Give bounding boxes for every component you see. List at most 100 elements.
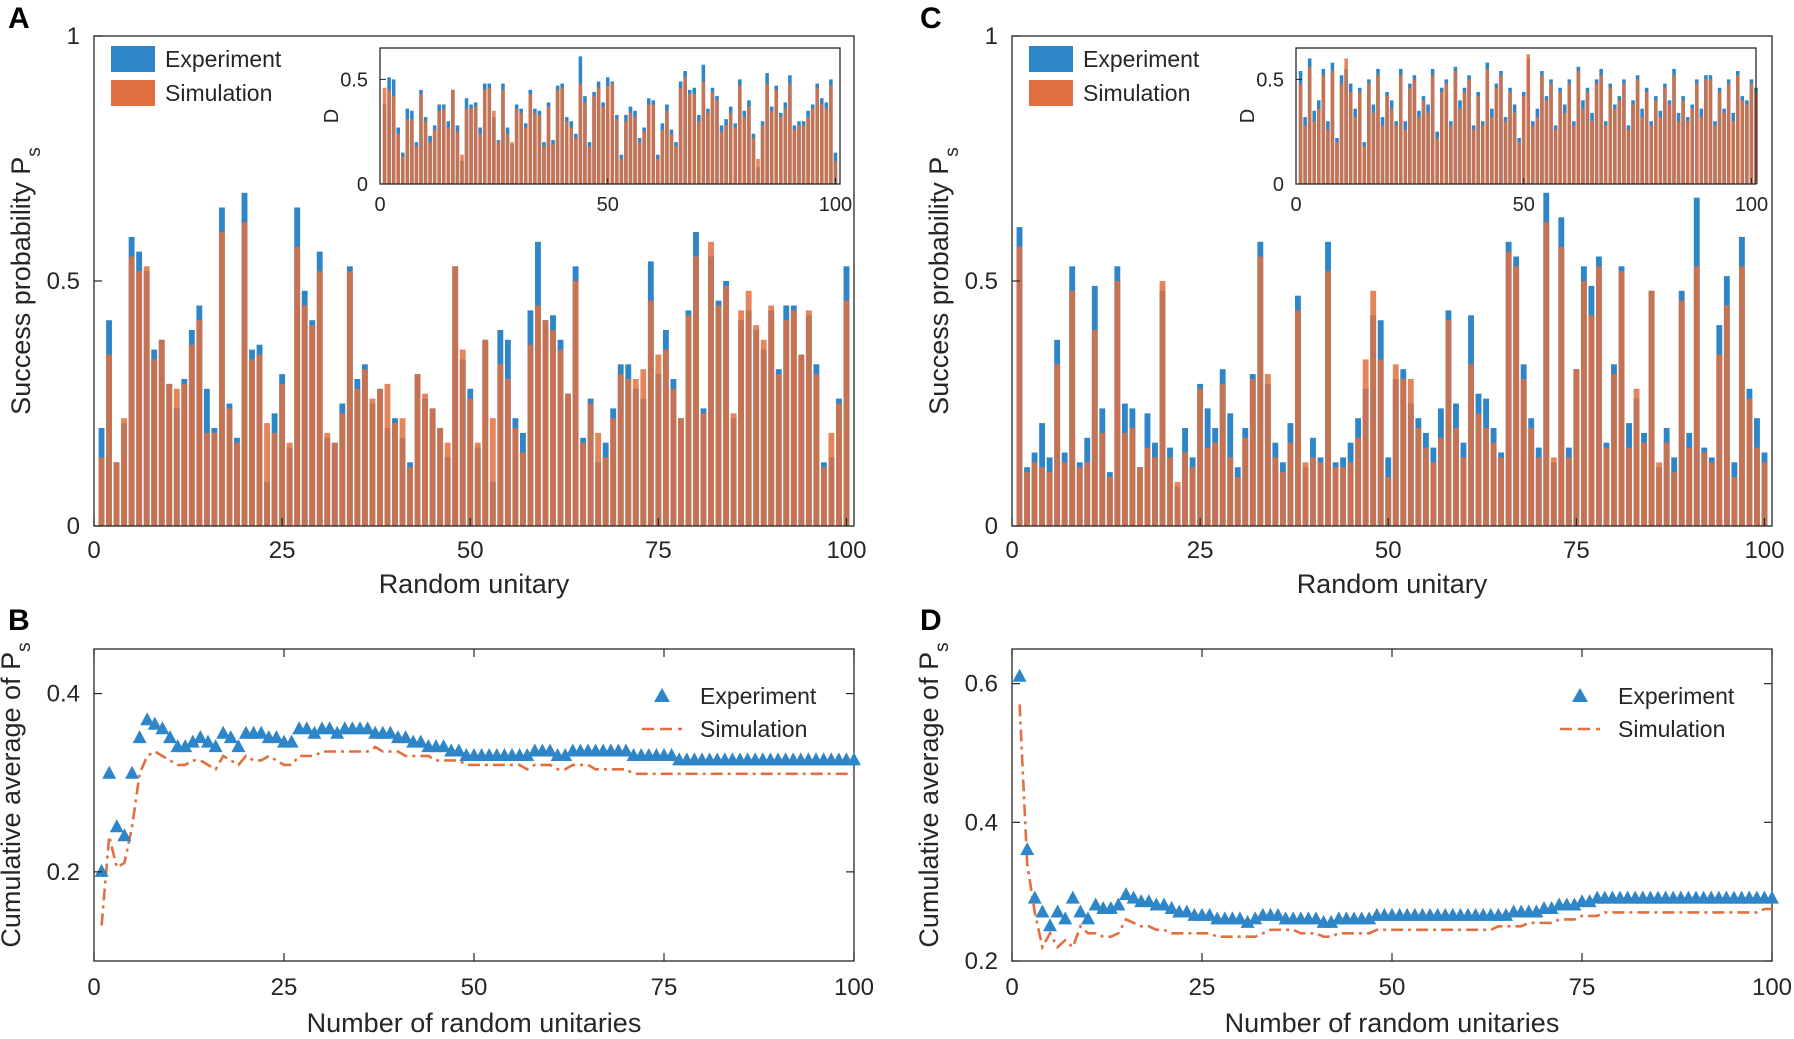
y-tick-label: 0.4: [965, 809, 998, 836]
bar-simulation-50: [467, 398, 474, 526]
inset-bar-simulation-34: [1449, 125, 1453, 184]
inset-bar-simulation-15: [1362, 146, 1367, 184]
bar-simulation-61: [550, 330, 556, 526]
inset-bar-simulation-54: [624, 121, 628, 184]
bar-simulation-66: [587, 403, 594, 526]
inset-bar-simulation-13: [1353, 117, 1357, 184]
bar-simulation-85: [730, 413, 737, 526]
bar-simulation-87: [1663, 442, 1670, 526]
x-tick-label: 25: [1189, 974, 1216, 1001]
legend-marker-experiment: [654, 688, 670, 702]
inset-bar-simulation-56: [1549, 83, 1553, 184]
inset-bar-simulation-86: [1685, 121, 1690, 184]
inset-bar-simulation-62: [1576, 71, 1581, 184]
x-tick-label: 50: [1375, 537, 1402, 564]
bar-simulation-91: [1693, 266, 1700, 526]
inset-bar-simulation-24: [487, 87, 492, 184]
experiment-marker-8: [1065, 890, 1080, 904]
bar-simulation-47: [1362, 359, 1369, 526]
experiment-marker-100: [1765, 890, 1779, 904]
panel-a: A 0 25 50 75 100 0 0.5 1 Random unitary Success pr…: [6, 2, 866, 599]
experiment-marker-13: [185, 734, 200, 748]
bar-simulation-12: [1099, 432, 1106, 526]
bar-simulation-23: [264, 423, 270, 526]
experiment-marker-32: [1248, 911, 1263, 925]
inset-bar-simulation-100: [1749, 83, 1754, 184]
bar-simulation-67: [595, 432, 602, 526]
experiment-marker-7: [140, 712, 155, 726]
inset-bar-simulation-56: [633, 117, 637, 184]
inset-bar-simulation-55: [628, 112, 633, 184]
experiment-marker-69: [1529, 904, 1544, 918]
legend-swatch-simulation: [111, 80, 155, 106]
bar-simulation-90: [768, 305, 775, 526]
inset-x-tick-label: 0: [1290, 194, 1301, 216]
panel-label: A: [8, 2, 30, 35]
inset-bar-simulation-7: [410, 119, 414, 184]
inset-bar-simulation-19: [1380, 125, 1385, 184]
experiment-marker-41: [398, 730, 413, 744]
inset-bar-simulation-23: [1398, 75, 1403, 184]
experiment-marker-3: [1027, 890, 1042, 904]
bar-simulation-17: [218, 232, 225, 526]
inset-bar-simulation-97: [820, 104, 824, 184]
inset-bar-simulation-13: [437, 110, 441, 184]
experiment-marker-4: [1035, 904, 1050, 918]
bar-simulation-91: [775, 374, 782, 526]
bar-simulation-78: [678, 418, 684, 526]
inset-bar-simulation-46: [1503, 121, 1508, 184]
experiment-marker-1: [1012, 668, 1027, 682]
bar-simulation-73: [640, 369, 647, 526]
inset-bar-simulation-62: [660, 129, 665, 184]
bar-simulation-24: [1189, 467, 1196, 526]
legend-label-simulation: Simulation: [700, 716, 807, 742]
y-axis-label-subscript: s: [24, 147, 45, 157]
bar-simulation-35: [1272, 457, 1279, 526]
inset-bar-simulation-87: [774, 89, 779, 184]
bar-simulation-39: [1302, 462, 1309, 526]
bar-simulation-64: [572, 281, 579, 526]
bar-simulation-76: [662, 349, 669, 526]
inset-bar-simulation-18: [460, 154, 464, 184]
bar-simulation-88: [753, 325, 760, 526]
inset-bar-simulation-36: [1458, 108, 1462, 184]
bar-simulation-59: [1453, 428, 1459, 526]
inset-bar-simulation-65: [674, 146, 678, 184]
bar-simulation-55: [504, 379, 511, 526]
inset-bar-simulation-5: [401, 156, 405, 184]
inset-bar-simulation-47: [592, 96, 596, 184]
inset-bar-simulation-94: [806, 117, 810, 184]
experiment-marker-16: [1126, 890, 1141, 904]
inset-bar-simulation-42: [1485, 68, 1490, 184]
inset-bar-simulation-33: [528, 94, 533, 184]
inset-bar-simulation-28: [505, 133, 510, 184]
y-axis-label-main: Success probability P: [6, 157, 36, 415]
x-tick-label: 75: [645, 537, 672, 564]
y-axis-label-main: Success probability P: [924, 157, 954, 415]
inset-bar-simulation-98: [824, 108, 829, 184]
bar-simulation-56: [1430, 462, 1437, 526]
inset-bar-simulation-45: [1499, 75, 1503, 184]
experiment-marker-32: [330, 725, 345, 739]
legend-label-simulation: Simulation: [165, 80, 272, 106]
experiment-marker-3: [109, 819, 124, 833]
y-tick-label: 0.4: [47, 681, 80, 708]
x-tick-label: 100: [834, 974, 874, 1001]
inset-bar-simulation-63: [665, 110, 669, 184]
bar-simulation-27: [294, 246, 301, 526]
experiment-marker-74: [1567, 897, 1582, 911]
inset-bar-simulation-68: [1603, 125, 1608, 184]
bar-simulation-7: [1061, 462, 1068, 526]
bar-simulation-36: [361, 369, 368, 526]
inset-bar-simulation-45: [583, 102, 587, 184]
bar-simulation-80: [693, 256, 699, 526]
bar-simulation-8: [1069, 290, 1076, 526]
experiment-marker-13: [1103, 901, 1118, 914]
experiment-marker-43: [413, 734, 428, 748]
bar-simulation-73: [1558, 246, 1565, 526]
inset-bar-simulation-81: [747, 106, 751, 184]
x-axis-label: Number of random unitaries: [307, 1008, 642, 1038]
experiment-marker-15: [1119, 887, 1133, 901]
inset-bar-simulation-78: [733, 127, 738, 184]
bar-simulation-97: [1738, 266, 1745, 526]
